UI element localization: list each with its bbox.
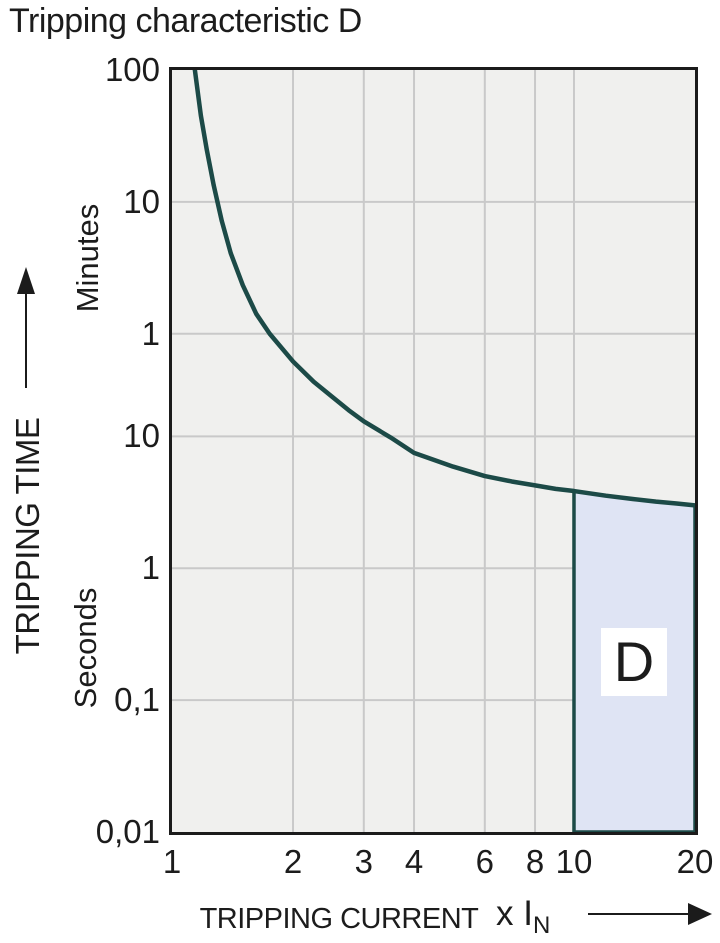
x-tick-label: 10: [555, 843, 593, 880]
x-axis-title: TRIPPING CURRENT: [199, 903, 479, 935]
y-axis-unit-minutes-label: Minutes: [70, 203, 105, 313]
y-tick-label: 0,01: [95, 813, 160, 850]
y-tick-label: 1: [141, 314, 160, 352]
x-tick-label: 20: [676, 843, 714, 880]
y-tick-label: 100: [104, 51, 160, 88]
x-tick-label: 1: [162, 843, 182, 880]
region-d-label: D: [613, 630, 655, 693]
x-tick-label: 3: [354, 843, 373, 880]
x-tick-label: 8: [525, 843, 545, 880]
x-tick-label: 4: [404, 843, 424, 880]
y-tick-label: 0,1: [114, 681, 160, 719]
y-tick-label: 1: [141, 549, 160, 587]
x-axis-unit-label: x IN: [496, 894, 550, 938]
y-tick-label: 10: [123, 182, 160, 220]
region-d-label-box: D: [601, 628, 667, 696]
plot-area: D: [169, 67, 698, 835]
x-axis-right-arrow-icon: [588, 903, 712, 925]
plot-svg: [172, 70, 695, 832]
tripping-curve: [192, 70, 695, 508]
x-tick-label: 6: [475, 843, 494, 880]
chart-title: Tripping characteristic D: [9, 2, 362, 40]
y-tick-label: 10: [123, 417, 160, 455]
y-axis-up-arrow-icon: [17, 267, 35, 388]
x-tick-label: 2: [283, 843, 303, 880]
x-axis-unit-prefix: x I: [496, 894, 533, 933]
x-axis-unit-subscript: N: [532, 912, 551, 939]
